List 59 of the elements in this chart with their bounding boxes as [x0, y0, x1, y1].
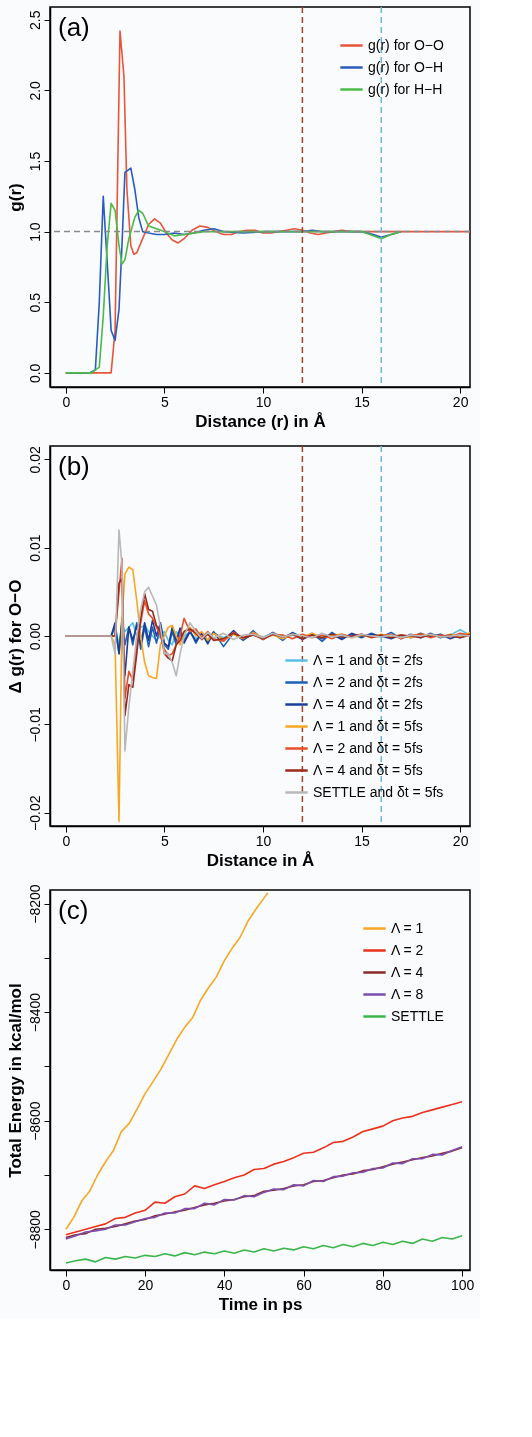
x-tick-label: 5	[160, 832, 169, 849]
y-tick-label: −8800	[26, 1209, 43, 1250]
legend-label: Λ = 1 and δt = 5fs	[313, 717, 423, 734]
line-series	[65, 1100, 463, 1236]
x-axis-title: Distance in Å	[206, 850, 315, 870]
line-series	[64, 529, 470, 752]
x-tick-label: 5	[160, 393, 169, 410]
y-tick-label: 1.0	[26, 222, 43, 242]
legend-label: SETTLE	[391, 1007, 444, 1024]
legend-label: g(r) for H−H	[368, 80, 443, 97]
y-tick-label: 0.0	[26, 363, 43, 384]
legend-label: Λ = 8	[391, 985, 424, 1002]
y-tick-label: −0.01	[26, 706, 43, 743]
legend-label: SETTLE and δt = 5fs	[313, 783, 444, 800]
annotation: (c)	[58, 895, 89, 925]
y-tick-label: −8400	[26, 992, 43, 1033]
x-tick-label: 20	[137, 1276, 154, 1293]
x-tick-label: 40	[217, 1276, 233, 1293]
y-tick-label: 2.0	[26, 80, 43, 101]
x-tick-label: 80	[375, 1276, 392, 1293]
legend-label: Λ = 4 and δt = 5fs	[313, 761, 423, 778]
y-tick-label: −8200	[26, 884, 43, 924]
legend-label: Λ = 2	[391, 941, 424, 958]
y-tick-label: 1.5	[26, 151, 43, 172]
legend-label: g(r) for O−H	[368, 58, 444, 75]
x-tick-label: 0	[62, 832, 71, 849]
y-tick-label: 0.5	[26, 292, 43, 313]
y-tick-label: 0.00	[26, 622, 43, 651]
x-tick-label: 15	[354, 832, 371, 849]
x-tick-label: 0	[62, 1276, 71, 1293]
x-tick-label: 100	[450, 1276, 475, 1293]
x-tick-label: 10	[255, 393, 272, 410]
legend-label: Λ = 1 and δt = 2fs	[313, 651, 423, 668]
x-tick-label: 10	[255, 832, 272, 849]
y-tick-label: 0.02	[26, 445, 43, 474]
annotation: (b)	[58, 451, 90, 481]
y-axis-title: Δ g(r) for O−O	[5, 579, 25, 694]
legend-label: Λ = 2 and δt = 5fs	[313, 739, 423, 756]
legend-label: Λ = 2 and δt = 2fs	[313, 673, 423, 690]
x-tick-label: 15	[354, 393, 371, 410]
y-tick-label: 2.5	[26, 10, 43, 30]
legend-label: Λ = 4 and δt = 2fs	[313, 695, 423, 712]
x-axis-title: Time in ps	[218, 1294, 303, 1314]
line-series	[65, 1235, 463, 1264]
y-axis-title: g(r)	[5, 183, 25, 212]
legend-label: g(r) for O−O	[368, 36, 444, 53]
y-tick-label: −8600	[26, 1101, 43, 1141]
y-tick-label: −0.02	[26, 795, 43, 831]
legend-label: Λ = 1	[391, 919, 424, 936]
x-tick-label: 20	[452, 393, 469, 410]
annotation: (a)	[58, 12, 90, 42]
y-tick-label: 0.01	[26, 534, 43, 562]
line-series	[64, 202, 402, 374]
legend-label: Λ = 4	[391, 963, 424, 980]
x-axis-title: Distance (r) in Å	[195, 411, 326, 431]
y-axis-title: Total Energy in kcal/mol	[5, 983, 25, 1178]
x-tick-label: 0	[62, 393, 71, 410]
x-tick-label: 60	[296, 1276, 313, 1293]
x-tick-label: 20	[452, 832, 469, 849]
